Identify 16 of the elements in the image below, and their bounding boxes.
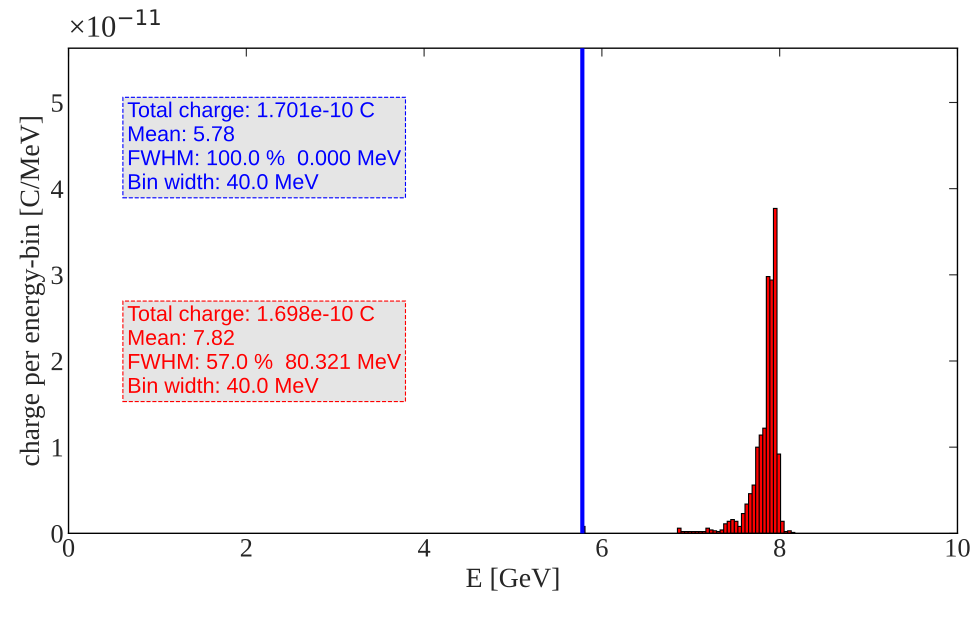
x-tick-label: 10 [946,538,970,557]
text: ×10$^{−11}$ [70,9,160,37]
x-axis-title: E [GeV] [466,568,558,591]
y-tick-label: 4 [50,180,64,198]
y-tick-label: 2 [52,352,62,370]
y-tick-label: 3 [52,266,63,284]
x-tick-label: 2 [240,539,252,557]
y-tick-label: 0 [51,524,63,543]
y-tick-label: 1 [52,438,62,456]
x-tick-label: 8 [774,538,786,557]
y-tick-label: 5 [52,94,63,112]
x-tick-label: 6 [596,539,608,557]
annotation: Total charge: 1.698e-10 C Mean: 7.82 FWHM: 57.0 % 80.321 MeV Bin width: 40.0 MeV [128,305,402,394]
y-axis-title: charge per energy-bin [C/MeV] [20,117,45,466]
x-tick-label: 4 [418,539,430,557]
annotation: Total charge: 1.701e-10 C Mean: 5.78 FWHM: 100.0 % 0.000 MeV Bin width: 40.0 MeV [128,102,402,190]
